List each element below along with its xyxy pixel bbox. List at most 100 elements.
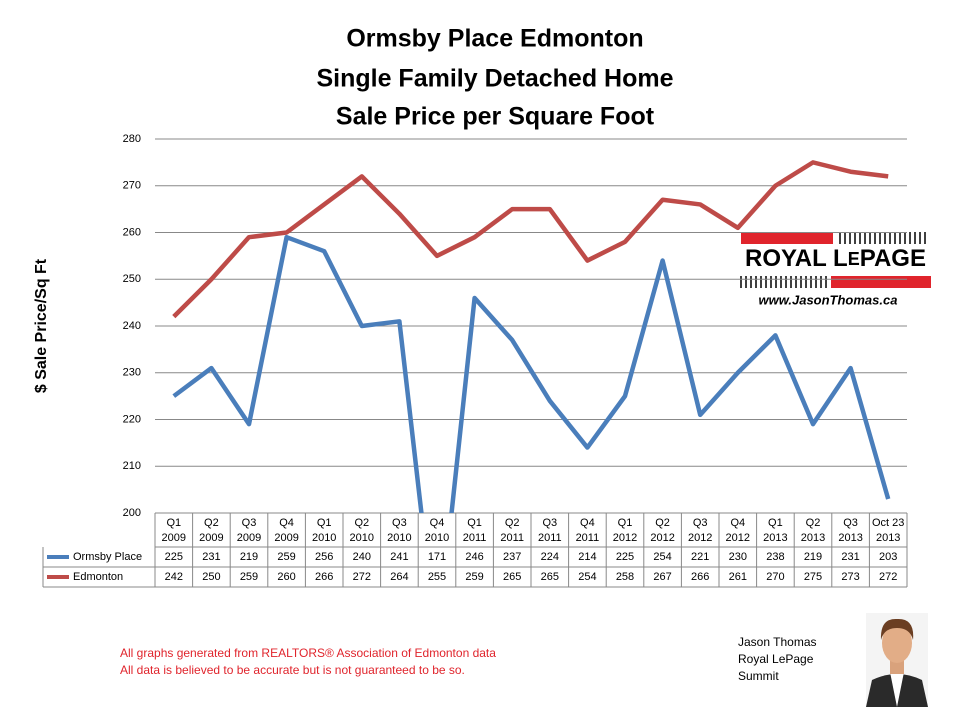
table-value: 275: [804, 571, 822, 583]
y-tick-label: 200: [123, 507, 141, 519]
x-tick-label: Q1: [768, 517, 783, 529]
table-value: 266: [315, 571, 333, 583]
chart-title: Single Family Detached Home: [316, 65, 673, 93]
x-tick-label: Q2: [806, 517, 821, 529]
note: All graphs generated from REALTORS® Asso…: [120, 646, 496, 660]
x-tick-label: 2011: [463, 532, 487, 544]
x-tick-label: 2009: [162, 532, 186, 544]
x-tick-label: 2010: [425, 532, 449, 544]
agent-photo: [866, 613, 928, 707]
x-tick-label: Q1: [166, 517, 181, 529]
x-tick-label: 2010: [350, 532, 374, 544]
x-tick-label: 2012: [726, 532, 750, 544]
legend-label: Ormsby Place: [73, 551, 142, 563]
y-tick-label: 280: [123, 133, 141, 145]
table-value: 219: [804, 551, 822, 563]
y-axis-label: $ Sale Price/Sq Ft: [33, 258, 50, 393]
x-tick-label: Q3: [693, 517, 708, 529]
agent: Summit: [738, 669, 779, 683]
table-value: 259: [277, 551, 295, 563]
agent: Royal LePage: [738, 652, 814, 666]
table-value: 224: [541, 551, 559, 563]
y-tick-label: 210: [123, 460, 141, 472]
x-tick-label: 2013: [876, 532, 900, 544]
table-value: 256: [315, 551, 333, 563]
logo: ROYAL LEPAGE www.JasonThomas.ca: [740, 232, 931, 307]
table-value: 265: [541, 571, 559, 583]
x-tick-label: 2013: [763, 532, 787, 544]
data-line: [172, 234, 891, 513]
table-value: 231: [841, 551, 859, 563]
table-value: 273: [841, 571, 859, 583]
y-tick-label: 260: [123, 226, 141, 238]
x-tick-label: Q2: [354, 517, 369, 529]
y-tick-label: 270: [123, 180, 141, 192]
table-value: 225: [165, 551, 183, 563]
x-tick-label: Q1: [467, 517, 482, 529]
x-tick-label: 2010: [312, 532, 336, 544]
x-tick-label: 2009: [274, 532, 298, 544]
table-value: 272: [879, 571, 897, 583]
table-value: 221: [691, 551, 709, 563]
x-tick-label: 2013: [801, 532, 825, 544]
table-value: 259: [240, 571, 258, 583]
table-value: 241: [390, 551, 408, 563]
table-value: 270: [766, 571, 784, 583]
x-tick-label: Oct 23: [872, 517, 904, 529]
chart-title: Sale Price per Square Foot: [336, 103, 655, 131]
x-tick-label: Q4: [430, 517, 445, 529]
table-value: 242: [165, 571, 183, 583]
table-value: 225: [616, 551, 634, 563]
table-value: 259: [465, 571, 483, 583]
x-tick-label: 2009: [237, 532, 261, 544]
logo-text: ROYAL LEPAGE: [745, 245, 926, 272]
table-value: 219: [240, 551, 258, 563]
table-value: 267: [653, 571, 671, 583]
x-tick-label: Q3: [542, 517, 557, 529]
x-tick-label: Q3: [392, 517, 407, 529]
table-value: 203: [879, 551, 897, 563]
table-value: 255: [428, 571, 446, 583]
table-value: 237: [503, 551, 521, 563]
table-value: 266: [691, 571, 709, 583]
table-value: 250: [202, 571, 220, 583]
table-value: 260: [277, 571, 295, 583]
x-tick-label: Q2: [204, 517, 219, 529]
x-tick-label: 2012: [688, 532, 712, 544]
table-value: 265: [503, 571, 521, 583]
data-line: [172, 160, 889, 319]
x-tick-label: Q4: [279, 517, 294, 529]
table-value: 171: [428, 551, 446, 563]
agent: Jason Thomas: [738, 635, 817, 649]
x-tick-label: Q1: [317, 517, 332, 529]
table-value: 214: [578, 551, 596, 563]
x-tick-label: Q4: [730, 517, 745, 529]
table-value: 231: [202, 551, 220, 563]
table-value: 246: [465, 551, 483, 563]
x-tick-label: Q2: [655, 517, 670, 529]
x-tick-label: 2011: [576, 532, 600, 544]
table-value: 261: [729, 571, 747, 583]
x-tick-label: 2011: [538, 532, 562, 544]
x-tick-label: Q3: [843, 517, 858, 529]
y-tick-label: 220: [123, 413, 141, 425]
x-tick-label: Q2: [505, 517, 520, 529]
y-tick-label: 230: [123, 367, 141, 379]
x-tick-label: Q4: [580, 517, 595, 529]
table-value: 254: [653, 551, 671, 563]
website: www.JasonThomas.ca: [759, 292, 898, 307]
legend-label: Edmonton: [73, 571, 123, 583]
y-tick-label: 250: [123, 273, 141, 285]
x-tick-label: 2012: [650, 532, 674, 544]
table-value: 258: [616, 571, 634, 583]
chart-title: Ormsby Place Edmonton: [346, 25, 643, 53]
table-value: 240: [353, 551, 371, 563]
note: All data is believed to be accurate but …: [120, 663, 465, 677]
x-tick-label: 2013: [838, 532, 862, 544]
table-value: 238: [766, 551, 784, 563]
table-value: 230: [729, 551, 747, 563]
table-value: 264: [390, 571, 408, 583]
x-tick-label: Q3: [242, 517, 257, 529]
